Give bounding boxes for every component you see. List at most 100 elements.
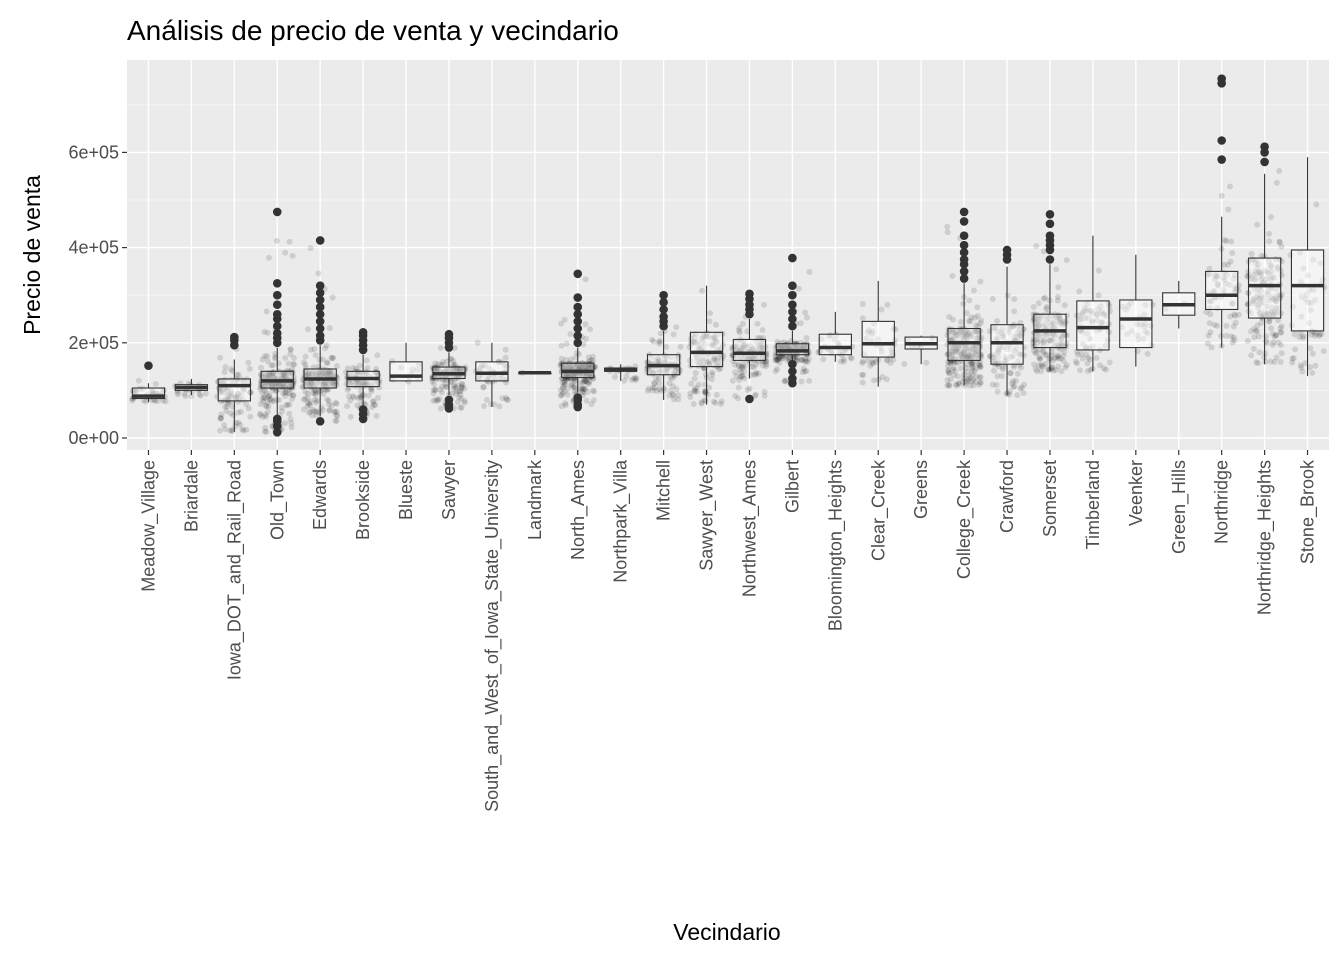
jitter-point	[280, 371, 287, 378]
jitter-point	[324, 370, 331, 377]
jitter-point	[713, 321, 720, 328]
jitter-point	[1255, 261, 1262, 268]
jitter-point	[670, 392, 677, 399]
jitter-point	[675, 366, 682, 373]
jitter-point	[967, 347, 974, 354]
jitter-point	[319, 381, 326, 388]
jitter-point	[580, 385, 587, 392]
jitter-point	[318, 368, 325, 375]
jitter-point	[999, 366, 1006, 373]
jitter-point	[581, 364, 588, 371]
jitter-point	[782, 377, 789, 384]
outlier-point	[272, 309, 282, 319]
jitter-point	[1011, 333, 1018, 340]
jitter-point	[775, 356, 782, 363]
jitter-point	[329, 380, 336, 387]
jitter-point	[290, 392, 297, 399]
jitter-point	[828, 348, 835, 355]
jitter-point	[1095, 292, 1102, 299]
x-tick-label: Clear_Creek	[868, 459, 889, 561]
jitter-point	[955, 344, 962, 351]
jitter-point	[779, 344, 786, 351]
jitter-point	[583, 397, 590, 404]
jitter-point	[303, 381, 310, 388]
outlier-point	[745, 289, 754, 299]
jitter-point	[264, 394, 271, 401]
jitter-point	[368, 385, 375, 392]
jitter-point	[971, 327, 978, 334]
jitter-point	[1264, 310, 1271, 317]
jitter-point	[789, 344, 796, 351]
jitter-point	[1214, 281, 1221, 288]
jitter-point	[1298, 313, 1305, 320]
jitter-point	[458, 385, 465, 392]
jitter-point	[245, 359, 252, 366]
jitter-point	[1203, 308, 1210, 315]
jitter-point	[268, 372, 275, 379]
jitter-point	[1296, 249, 1303, 256]
jitter-point	[346, 393, 353, 400]
jitter-point	[480, 384, 487, 391]
jitter-point	[1267, 358, 1274, 365]
jitter-point	[859, 371, 866, 378]
jitter-point	[1278, 329, 1285, 336]
jitter-point	[944, 377, 951, 384]
box-Clear_Creek	[861, 320, 895, 358]
jitter-point	[1273, 293, 1280, 300]
jitter-point	[1055, 284, 1062, 291]
jitter-point	[971, 314, 978, 321]
jitter-point	[312, 352, 319, 359]
jitter-point	[735, 384, 742, 391]
jitter-point	[1225, 261, 1232, 268]
jitter-point	[1278, 323, 1285, 330]
jitter-point	[1056, 315, 1063, 322]
jitter-point	[1083, 307, 1090, 314]
jitter-point	[174, 389, 181, 396]
jitter-point	[313, 412, 320, 419]
jitter-point	[859, 301, 866, 308]
jitter-point	[232, 394, 239, 401]
jitter-point	[564, 373, 571, 380]
jitter-point	[951, 372, 958, 379]
jitter-point	[972, 328, 979, 335]
jitter-point	[152, 397, 159, 404]
jitter-point	[266, 371, 273, 378]
jitter-point	[559, 375, 566, 382]
jitter-point	[795, 285, 802, 292]
jitter-point	[375, 394, 382, 401]
outlier-point	[315, 288, 325, 298]
jitter-point	[214, 393, 221, 400]
jitter-point	[739, 338, 746, 345]
jitter-point	[309, 371, 316, 378]
jitter-point	[1054, 293, 1061, 300]
jitter-point	[759, 327, 766, 334]
jitter-point	[322, 371, 329, 378]
jitter-point	[266, 396, 273, 403]
box-Blueste	[389, 361, 423, 382]
jitter-point	[558, 392, 565, 399]
jitter-point	[307, 408, 314, 415]
jitter-point	[306, 369, 313, 376]
jitter-point	[1260, 294, 1267, 301]
jitter-point	[333, 363, 340, 370]
jitter-point	[732, 361, 739, 368]
jitter-point	[632, 375, 639, 382]
box-Sawyer_West	[689, 331, 724, 368]
jitter-point	[1247, 310, 1254, 317]
jitter-point	[713, 339, 720, 346]
jitter-point	[1218, 333, 1225, 340]
jitter-point	[949, 328, 956, 335]
jitter-point	[653, 358, 660, 365]
jitter-point	[741, 341, 748, 348]
jitter-point	[710, 357, 717, 364]
jitter-point	[703, 356, 710, 363]
jitter-point	[276, 382, 283, 389]
jitter-point	[999, 326, 1006, 333]
jitter-point	[753, 361, 760, 368]
jitter-point	[704, 358, 711, 365]
jitter-point	[286, 410, 293, 417]
jitter-point	[736, 366, 743, 373]
jitter-point	[967, 318, 974, 325]
jitter-point	[733, 344, 740, 351]
box-South_and_West_of_Iowa_State_University	[475, 361, 509, 382]
